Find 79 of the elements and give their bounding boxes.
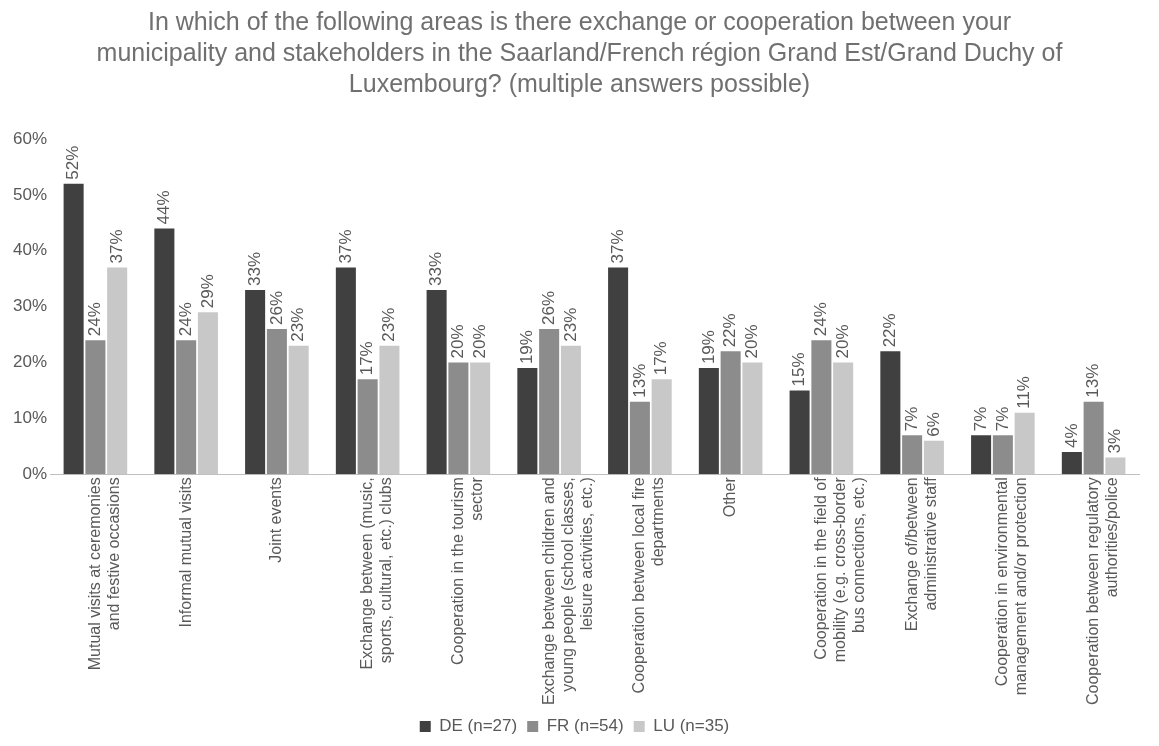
bar (266, 328, 287, 475)
chart-title: In which of the following areas is there exchange or cooperation between your municipality and stakeholders in the Saarland/French région Grand Est/Grand Duchy of Luxembourg? (multiple answers possible) (95, 6, 1064, 99)
legend-label: LU (n=35) (653, 716, 730, 736)
data-label: 20% (742, 324, 762, 359)
bar (357, 379, 378, 475)
y-tick-label: 40% (12, 240, 48, 260)
bar (448, 362, 469, 475)
bar (245, 289, 266, 475)
data-label: 6% (923, 412, 943, 437)
data-label: 13% (629, 363, 649, 398)
data-label: 22% (880, 313, 900, 348)
bar (698, 368, 719, 475)
data-label: 37% (607, 229, 627, 264)
bar (629, 401, 650, 475)
x-tick-label: Informal mutual visits (176, 477, 194, 628)
data-label: 29% (197, 274, 217, 309)
data-label: 52% (63, 145, 83, 180)
data-label: 37% (106, 229, 126, 264)
data-label: 3% (1105, 428, 1125, 454)
x-tick-label: Exchange between (music, sports, cultural, etc.) clubs (358, 477, 395, 670)
data-label: 13% (1083, 363, 1103, 398)
data-label: 11% (1014, 376, 1034, 409)
data-label: 23% (560, 307, 580, 342)
data-label: 20% (469, 324, 489, 359)
legend-label: DE (n=27) (439, 716, 518, 736)
data-label: 19% (517, 330, 537, 365)
data-label: 24% (811, 302, 831, 337)
bar (335, 267, 356, 475)
legend-label: FR (n=54) (546, 716, 624, 736)
bar (971, 435, 992, 475)
bar (539, 328, 560, 475)
x-tick-label: Joint events (267, 477, 285, 563)
bar (63, 183, 84, 475)
data-label: 33% (426, 251, 446, 286)
bar (811, 340, 832, 475)
bar (1061, 451, 1082, 475)
data-label: 15% (789, 352, 809, 387)
x-tick-label: Cooperation in the tourism sector (448, 476, 485, 665)
bar (902, 435, 923, 475)
y-tick-label: 10% (12, 408, 48, 428)
y-tick-label: 60% (12, 128, 48, 148)
data-label: 24% (175, 302, 195, 337)
bar (426, 289, 447, 475)
y-tick-label: 30% (12, 296, 48, 316)
data-label: 24% (85, 302, 105, 337)
bar (992, 435, 1013, 475)
data-label: 7% (992, 406, 1012, 432)
data-label: 33% (244, 251, 264, 286)
data-label: 7% (901, 406, 921, 432)
data-label: 20% (448, 324, 468, 359)
data-label: 17% (651, 341, 671, 376)
data-label: 17% (357, 341, 377, 376)
data-label: 23% (379, 307, 399, 342)
x-tick-label: Exchange between children and young people (school classes, leisure activities, etc.) (539, 477, 595, 705)
bar (176, 340, 197, 475)
data-label: 23% (288, 307, 308, 342)
bar (85, 340, 106, 475)
bar (880, 351, 901, 475)
data-label: 20% (832, 324, 852, 359)
data-label: 19% (698, 330, 718, 365)
bar (789, 390, 810, 475)
x-tick-label: Cooperation in the field of mobility (e.g. cross-border bus connections, etc.) (811, 476, 868, 663)
bar (517, 368, 538, 475)
data-label: 26% (538, 290, 558, 325)
data-label: 7% (970, 406, 990, 432)
bar (1083, 401, 1104, 475)
data-label: 37% (335, 229, 355, 264)
y-tick-label: 0% (22, 463, 48, 483)
bar (608, 267, 629, 475)
data-label: 26% (266, 290, 286, 325)
y-tick-label: 20% (12, 352, 48, 372)
data-label: 4% (1061, 423, 1081, 448)
data-label: 44% (154, 190, 174, 225)
y-tick-label: 50% (12, 184, 48, 204)
x-tick-label: Other (721, 476, 739, 518)
bar (720, 351, 741, 475)
x-tick-label: Mutual visits at ceremonies and festive occasions (85, 477, 123, 671)
data-label: 22% (720, 313, 740, 348)
bar (154, 228, 175, 475)
